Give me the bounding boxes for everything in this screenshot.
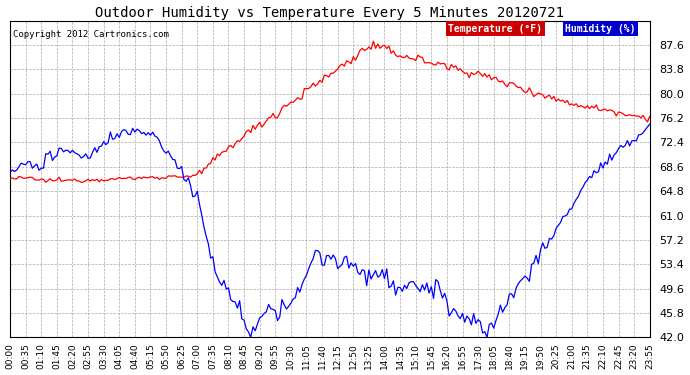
Text: Humidity (%): Humidity (%) [565,24,635,34]
Title: Outdoor Humidity vs Temperature Every 5 Minutes 20120721: Outdoor Humidity vs Temperature Every 5 … [95,6,564,20]
Text: Temperature (°F): Temperature (°F) [448,24,542,34]
Text: Copyright 2012 Cartronics.com: Copyright 2012 Cartronics.com [13,30,169,39]
